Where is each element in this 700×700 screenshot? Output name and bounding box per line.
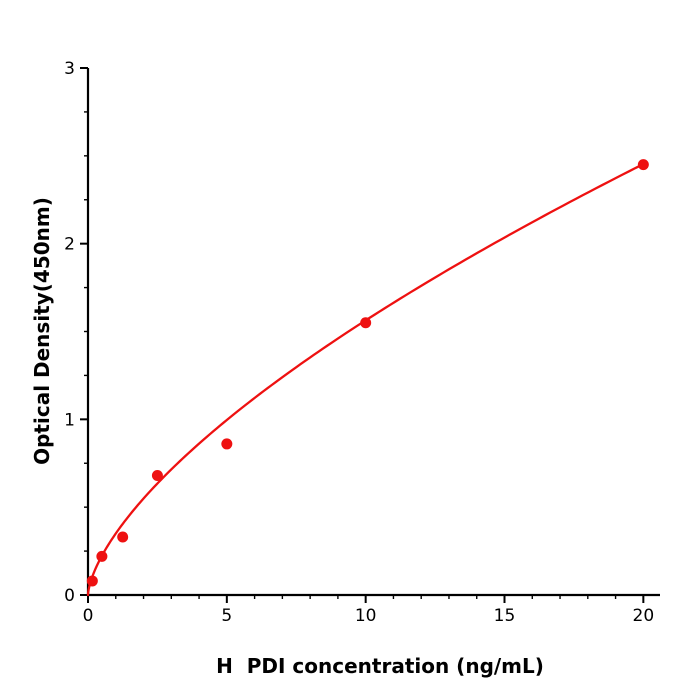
fit-curve (86, 162, 645, 597)
data-point (637, 159, 649, 171)
y-axis-title: Optical Density(450nm) (30, 197, 54, 465)
y-tick-label: 0 (64, 586, 75, 606)
data-point (117, 531, 129, 543)
x-tick-label: 10 (355, 606, 377, 626)
x-axis-title: H PDI concentration (ng/mL) (216, 654, 544, 678)
x-tick-label: 20 (633, 606, 655, 626)
data-point (151, 470, 163, 482)
data-point (360, 317, 372, 329)
data-point (221, 438, 233, 450)
data-point (86, 575, 98, 587)
y-tick-label: 2 (64, 235, 75, 255)
x-tick-label: 15 (494, 606, 516, 626)
x-tick-label: 5 (221, 606, 232, 626)
x-tick-label: 0 (83, 606, 94, 626)
data-point (96, 550, 108, 562)
y-tick-label: 1 (64, 410, 75, 430)
y-tick-label: 3 (64, 59, 75, 79)
